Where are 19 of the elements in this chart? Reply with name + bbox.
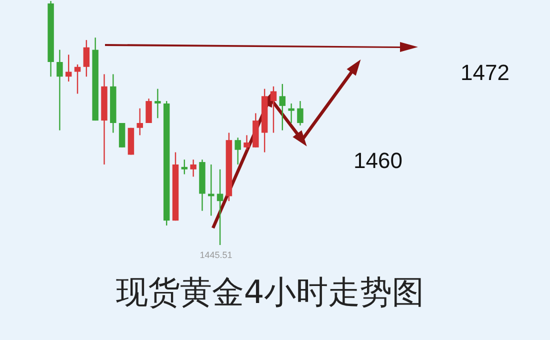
text: 现货黄金4小时走势图 — [116, 273, 424, 311]
candlestick — [136, 108, 143, 136]
candlestick — [154, 88, 161, 119]
candlestick — [83, 39, 90, 78]
candlestick — [56, 49, 63, 131]
candlestick — [181, 159, 188, 175]
annotation: 1445.51 — [200, 250, 232, 260]
candlestick — [216, 168, 224, 246]
candlestick — [279, 83, 286, 131]
candlestick — [234, 137, 241, 166]
candlestick — [297, 100, 304, 126]
text: 1460 — [354, 148, 402, 173]
candlestick — [270, 86, 277, 134]
candlestick — [288, 102, 294, 124]
candlestick — [146, 98, 152, 124]
candlestick — [244, 134, 250, 150]
candlestick — [190, 159, 196, 178]
candlestick — [74, 64, 81, 94]
text: 1472 — [460, 60, 510, 85]
